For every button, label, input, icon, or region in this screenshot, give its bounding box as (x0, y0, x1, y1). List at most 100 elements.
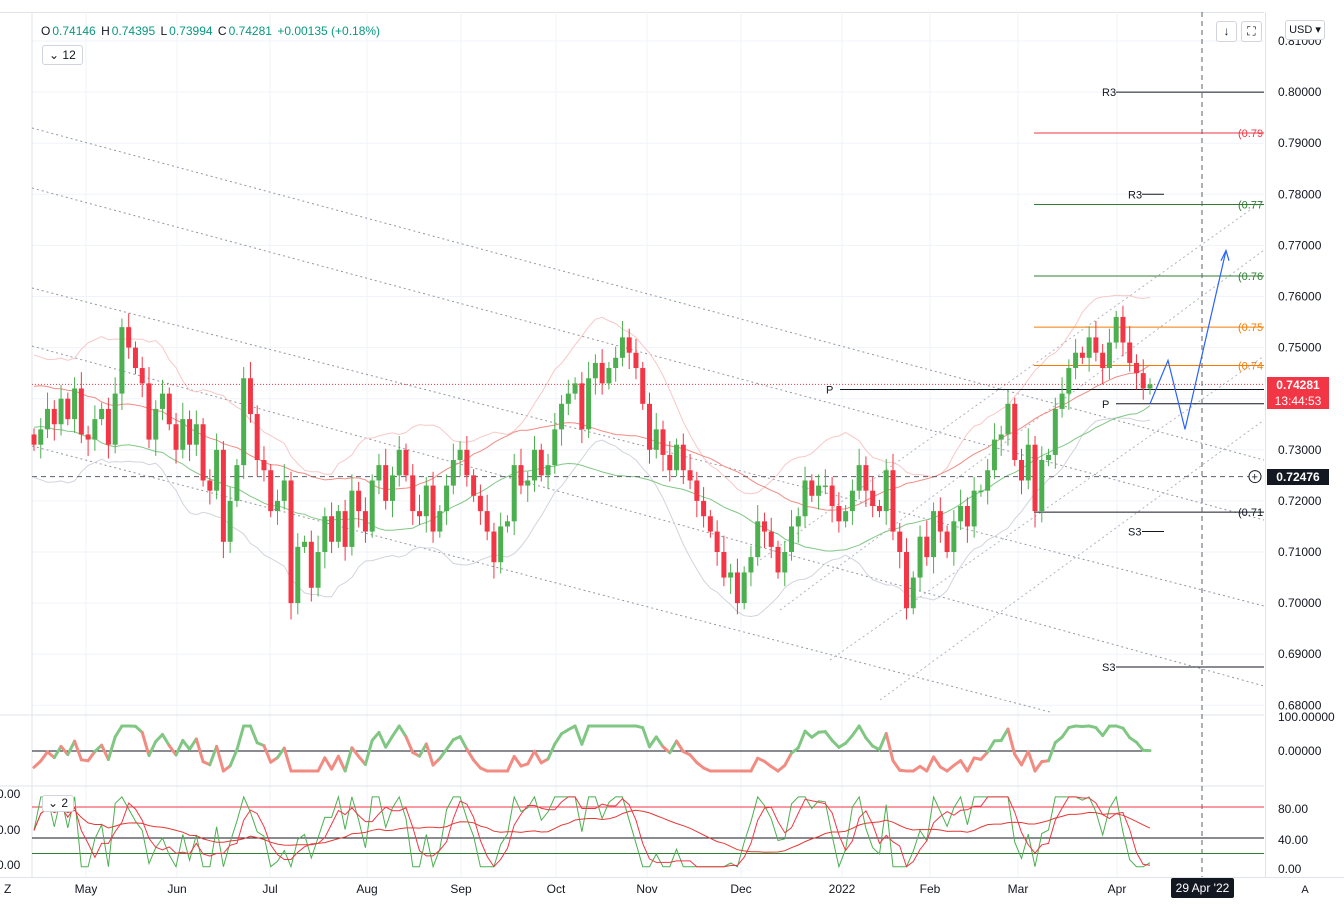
candle-body (86, 434, 91, 439)
crosshair-date: 29 Apr '22 (1176, 881, 1230, 895)
candle-body (877, 506, 882, 511)
open-value: 0.74146 (52, 24, 95, 38)
candle-body (485, 511, 490, 531)
candle-body (1107, 342, 1112, 368)
candle-body (755, 521, 760, 557)
pivot-level-label: (0.79 (1238, 128, 1263, 140)
momentum-segment (1028, 751, 1035, 771)
candle-body (302, 542, 307, 547)
candle-body (255, 414, 260, 460)
currency-selector[interactable]: USD ▾ (1285, 20, 1325, 40)
momentum-segment (183, 740, 190, 749)
candle-body (1033, 445, 1038, 511)
candle-body (830, 486, 835, 506)
candle-body (383, 465, 388, 501)
candle-body (1087, 337, 1092, 357)
momentum-segment (386, 736, 393, 747)
momentum-segment (846, 735, 853, 743)
candle-body (1080, 353, 1085, 358)
candle-body (79, 388, 84, 434)
candle-body (782, 552, 787, 572)
last-price: 0.74281 (1267, 377, 1329, 393)
candle-body (843, 511, 848, 521)
low-key: L (160, 24, 167, 38)
pivot-level-label: S3 (1128, 527, 1141, 539)
candle-body (1134, 363, 1139, 373)
momentum-segment (1062, 728, 1069, 738)
momentum-segment (961, 761, 968, 771)
candle-body (59, 399, 64, 425)
left-tick: 0.00 (0, 823, 21, 837)
momentum-segment (1035, 762, 1042, 771)
price-tick: 0.69000 (1278, 647, 1322, 661)
candle-body (579, 383, 584, 429)
candle-body (275, 501, 280, 511)
momentum-segment (798, 731, 805, 748)
high-key: H (101, 24, 110, 38)
momentum-segment (514, 756, 521, 766)
auto-scale-button[interactable]: A (1297, 882, 1313, 898)
momentum-segment (142, 732, 149, 755)
price-tick: 0.71000 (1278, 545, 1322, 559)
candle-body (228, 501, 233, 542)
pane-indicator-count: 2 (61, 796, 68, 810)
candle-body (424, 486, 429, 517)
candle-body (647, 404, 652, 450)
momentum-segment (575, 726, 582, 744)
candle-body (938, 511, 943, 531)
price-tick: 0.70000 (1278, 596, 1322, 610)
indicators-toggle[interactable]: ⌄ 12 (42, 45, 83, 65)
candle-body (965, 506, 970, 526)
scroll-to-end-button[interactable]: ↓ (1216, 21, 1237, 42)
momentum-segment (643, 728, 650, 747)
candle-body (45, 409, 50, 429)
pivot-level-label: R3 (1102, 87, 1116, 99)
candle-body (397, 450, 402, 476)
candle-body (261, 460, 266, 470)
channel-line (32, 346, 1264, 686)
candle-body (769, 532, 774, 547)
price-chart[interactable]: R3(0.79R3(0.77(0.76(0.75(0.74PP(0.71S3S3… (0, 12, 1264, 889)
momentum-segment (886, 733, 893, 760)
candle-body (546, 465, 551, 475)
candle-body (234, 465, 239, 501)
candle-body (187, 419, 192, 445)
candle-body (1005, 404, 1010, 435)
candle-body (728, 572, 733, 577)
candle-body (146, 383, 151, 439)
candle-body (140, 368, 145, 383)
projection-path (1150, 251, 1229, 430)
momentum-segment (115, 726, 122, 737)
candle-body (850, 491, 855, 511)
momentum-segment (751, 758, 758, 771)
change-value: +0.00135 (+0.18%) (277, 24, 380, 38)
time-tick: Jul (262, 882, 277, 896)
left-tick: 0.00 (0, 858, 21, 872)
momentum-segment (250, 726, 257, 743)
candle-body (823, 486, 828, 488)
candle-body (1026, 445, 1031, 481)
candle-body (153, 409, 158, 440)
momentum-segment (420, 744, 427, 756)
pane-indicators-toggle[interactable]: ⌄ 2 (42, 795, 74, 812)
channel-line (880, 420, 1264, 700)
candle-body (735, 572, 740, 603)
momentum-segment (379, 732, 386, 747)
candle-body (600, 363, 605, 383)
candle-body (863, 465, 868, 491)
candle-body (221, 450, 226, 542)
momentum-segment (690, 755, 697, 763)
chevron-down-icon: ⌄ (48, 796, 58, 810)
currency-label: USD (1289, 24, 1312, 36)
momentum-segment (332, 756, 339, 769)
fullscreen-button[interactable]: ⛶ (1241, 21, 1262, 42)
candle-body (586, 378, 591, 429)
candle-body (613, 358, 618, 368)
time-zone-label: Z (4, 882, 11, 896)
momentum-segment (399, 726, 406, 737)
countdown-tag: 13:44:53 (1267, 393, 1329, 409)
chevron-down-icon: ⌄ (49, 48, 59, 62)
time-tick: Dec (730, 882, 751, 896)
